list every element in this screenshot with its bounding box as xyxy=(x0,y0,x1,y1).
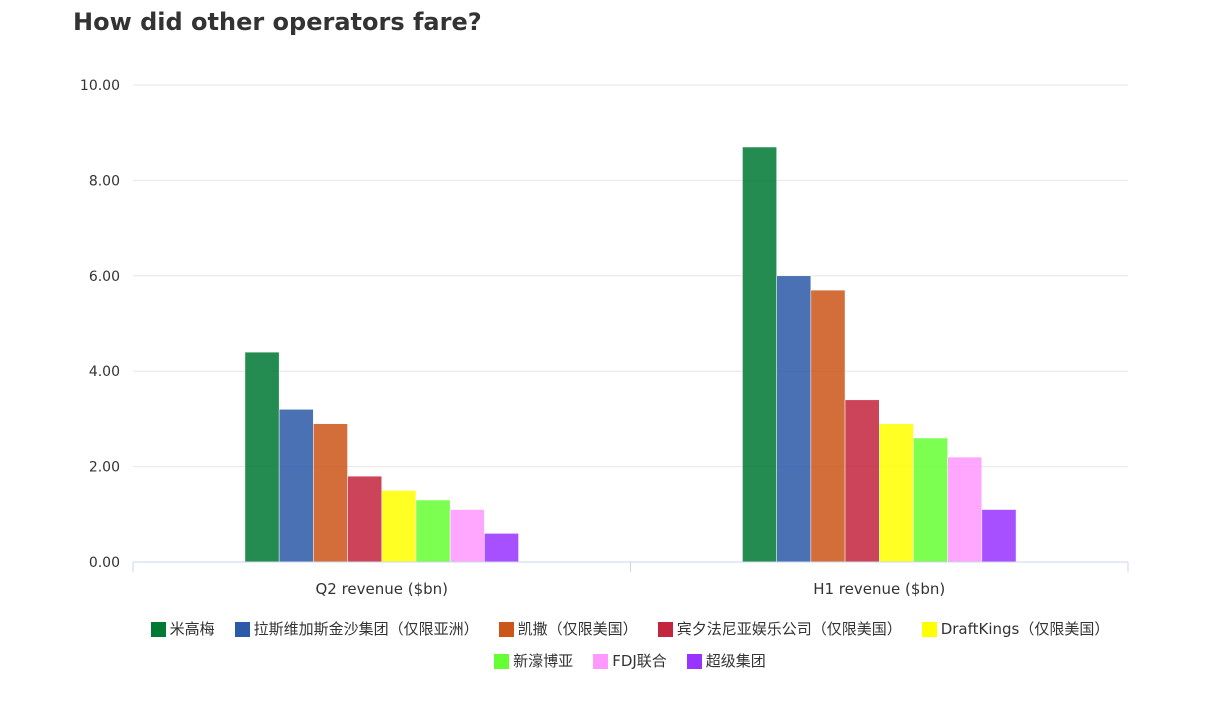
bar xyxy=(742,146,777,563)
legend-label: 拉斯维加斯金沙集团（仅限亚洲） xyxy=(253,620,479,638)
y-tick-label: 10.00 xyxy=(80,78,120,94)
legend-swatch xyxy=(498,621,514,637)
legend-item[interactable]: FDJ联合 xyxy=(593,650,667,672)
chart-title: How did other operators fare? xyxy=(73,8,482,36)
y-tick-label: 4.00 xyxy=(89,364,120,380)
legend-swatch xyxy=(234,621,250,637)
legend-label: 宾夕法尼亚娱乐公司（仅限美国） xyxy=(676,620,902,638)
bar xyxy=(415,499,451,563)
legend-item[interactable]: 凯撒（仅限美国） xyxy=(498,618,638,640)
legend-item[interactable]: 宾夕法尼亚娱乐公司（仅限美国） xyxy=(657,618,902,640)
bar xyxy=(347,475,382,563)
bar xyxy=(484,533,519,563)
bar xyxy=(449,509,485,563)
legend-item[interactable]: 拉斯维加斯金沙集团（仅限亚洲） xyxy=(234,618,479,640)
legend-swatch xyxy=(150,621,166,637)
legend-item[interactable]: 超级集团 xyxy=(686,650,766,672)
bar xyxy=(278,409,314,563)
y-tick-label: 8.00 xyxy=(89,173,120,189)
bar xyxy=(947,456,983,563)
legend-label: DraftKings（仅限美国） xyxy=(940,620,1110,638)
legend-item[interactable]: 新濠博亚 xyxy=(494,650,573,672)
legend-swatch xyxy=(921,621,937,637)
bar xyxy=(810,289,846,563)
bar xyxy=(844,399,880,563)
legend-swatch xyxy=(494,653,510,669)
legend-label: FDJ联合 xyxy=(612,652,667,670)
x-axis: Q2 revenue ($bn) H1 revenue ($bn) xyxy=(132,561,1129,598)
bar xyxy=(244,351,280,563)
legend-label: 新濠博亚 xyxy=(513,652,574,670)
bar xyxy=(981,509,1017,563)
bar-chart: 0.00 2.00 4.00 6.00 8.00 10.00 Q2 revenue ($b… xyxy=(80,78,1129,598)
y-axis: 0.00 2.00 4.00 6.00 8.00 10.00 xyxy=(80,78,120,571)
y-tick-label: 0.00 xyxy=(89,555,120,571)
bar xyxy=(313,423,348,563)
y-tick-label: 6.00 xyxy=(89,269,120,285)
legend-swatch xyxy=(657,621,673,637)
y-tick-label: 2.00 xyxy=(89,460,120,476)
bar xyxy=(879,423,914,563)
bar xyxy=(776,275,812,563)
legend-label: 超级集团 xyxy=(705,652,766,670)
legend-swatch xyxy=(593,653,609,669)
x-category-label: H1 revenue ($bn) xyxy=(813,580,945,598)
bars xyxy=(244,146,1017,563)
legend: 米高梅 拉斯维加斯金沙集团（仅限亚洲） 凯撒（仅限美国） 宾夕法尼亚娱乐公司（仅限美国… xyxy=(110,618,1150,672)
bar xyxy=(381,490,417,563)
x-category-label: Q2 revenue ($bn) xyxy=(315,580,448,598)
legend-item[interactable]: DraftKings（仅限美国） xyxy=(921,618,1110,640)
legend-label: 凯撒（仅限美国） xyxy=(517,620,638,638)
legend-swatch xyxy=(686,653,702,669)
bar xyxy=(913,437,948,563)
legend-item[interactable]: 米高梅 xyxy=(150,618,215,640)
legend-label: 米高梅 xyxy=(169,620,215,638)
